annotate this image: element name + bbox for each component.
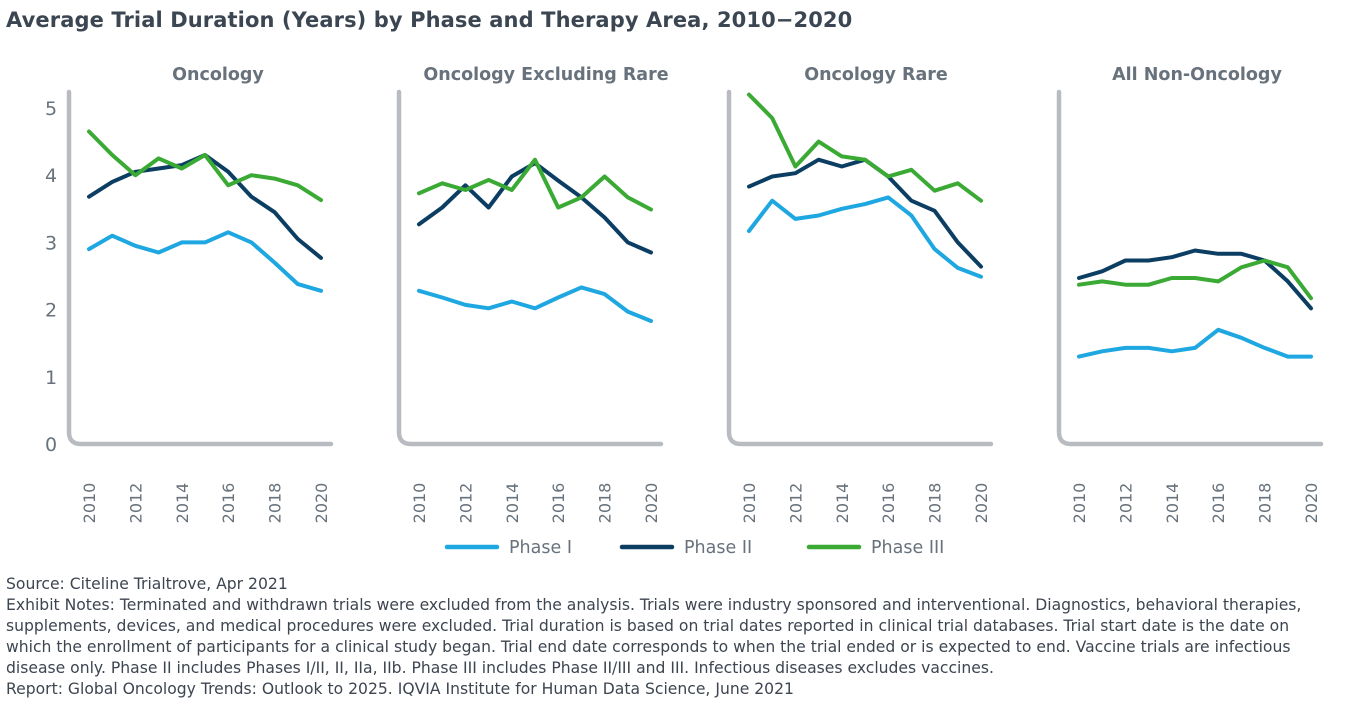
x-tick-label: 2012 <box>1116 483 1135 524</box>
legend-label: Phase II <box>684 538 752 558</box>
panel-4: All Non-Oncology 2010 2012 2014 2016 2018 2020 <box>1056 65 1324 524</box>
x-tick-label: 2010 <box>1070 483 1089 524</box>
legend-label: Phase I <box>509 538 572 558</box>
panel-title: Oncology <box>172 65 264 85</box>
panel-title: Oncology Excluding Rare <box>423 65 668 85</box>
y-tick-label: 4 <box>45 165 57 187</box>
panel-1: Oncology 2010 2012 2014 2016 2018 2020 <box>66 65 334 524</box>
panel-title: Oncology Rare <box>804 65 948 85</box>
x-tick-label: 2010 <box>410 483 429 524</box>
panel-2: Oncology Excluding Rare 2010 2012 2014 2016 2… <box>396 65 669 524</box>
x-tick-label: 2018 <box>1256 483 1275 524</box>
x-tick-label: 2010 <box>740 483 759 524</box>
x-tick-label: 2014 <box>503 483 522 524</box>
series-line-phase-i <box>1077 327 1313 359</box>
x-tick-label: 2018 <box>596 483 615 524</box>
series-line-phase-i <box>87 230 323 293</box>
series-line-phase-i <box>417 285 653 323</box>
x-tick-label: 2012 <box>126 483 145 524</box>
series-line-phase-iii <box>87 129 323 203</box>
x-tick-label: 2016 <box>549 483 568 524</box>
y-tick-label: 2 <box>45 300 57 322</box>
axis-line <box>1056 89 1324 447</box>
x-tick-label: 2010 <box>80 483 99 524</box>
x-tick-label: 2020 <box>1302 483 1321 524</box>
panel-3: Oncology Rare 2010 2012 2014 2016 2018 2020 <box>726 65 994 524</box>
axis-line <box>66 89 334 447</box>
legend-item: Phase III <box>806 538 944 558</box>
x-tick-label: 2014 <box>1163 483 1182 524</box>
axis-line <box>396 89 664 447</box>
footer: Source: Citeline Trialtrove, Apr 2021 Ex… <box>6 574 1336 700</box>
series-line-phase-ii <box>1077 248 1313 311</box>
series-line-phase-ii <box>747 157 983 269</box>
panel-title: All Non-Oncology <box>1112 65 1282 85</box>
x-tick-label: 2012 <box>786 483 805 524</box>
x-tick-label: 2014 <box>833 483 852 524</box>
x-tick-label: 2020 <box>642 483 661 524</box>
y-tick-label: 0 <box>45 434 57 456</box>
x-tick-label: 2016 <box>879 483 898 524</box>
legend-item: Phase I <box>444 538 572 558</box>
x-tick-label: 2012 <box>456 483 475 524</box>
x-tick-label: 2020 <box>312 483 331 524</box>
x-tick-label: 2020 <box>972 483 991 524</box>
y-tick-label: 1 <box>45 367 57 389</box>
axis-line <box>726 89 994 447</box>
y-tick-label: 3 <box>45 232 57 254</box>
x-tick-label: 2016 <box>219 483 238 524</box>
series-line-phase-ii <box>417 161 653 255</box>
x-tick-label: 2018 <box>926 483 945 524</box>
series-line-phase-iii <box>417 157 653 212</box>
x-tick-label: 2016 <box>1209 483 1228 524</box>
series-line-phase-i <box>747 195 983 279</box>
legend-item: Phase II <box>619 538 752 558</box>
x-tick-label: 2014 <box>173 483 192 524</box>
y-tick-label: 5 <box>45 98 57 120</box>
exhibit-notes: Exhibit Notes: Terminated and withdrawn … <box>6 596 1302 677</box>
legend: Phase I Phase II Phase III <box>444 538 944 558</box>
series-line-phase-iii <box>747 92 983 203</box>
series-line-phase-iii <box>1077 258 1313 301</box>
x-tick-label: 2018 <box>266 483 285 524</box>
legend-label: Phase III <box>871 538 944 558</box>
report-note: Report: Global Oncology Trends: Outlook … <box>6 680 794 698</box>
source-note: Source: Citeline Trialtrove, Apr 2021 <box>6 575 288 593</box>
chart-title: Average Trial Duration (Years) by Phase … <box>6 8 853 32</box>
